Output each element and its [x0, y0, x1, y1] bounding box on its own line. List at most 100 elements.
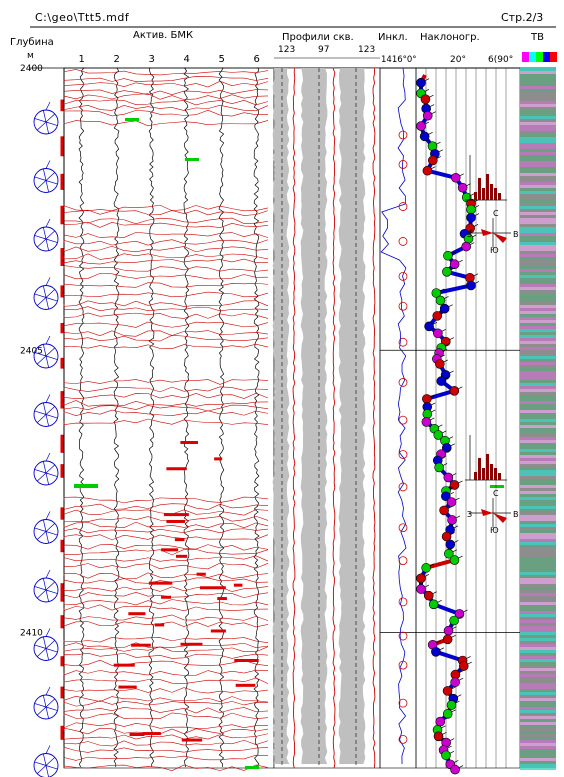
caliper-track: 123 97 123	[272, 45, 381, 769]
televiewer-band	[520, 722, 556, 725]
televiewer-band	[520, 197, 556, 200]
stereonet-spoke	[34, 527, 47, 532]
televiewer-band	[520, 644, 556, 647]
televiewer-band	[520, 320, 556, 323]
stereonet-spoke	[42, 344, 47, 357]
stereonet-spoke	[36, 414, 47, 423]
stereonet-symbol	[33, 277, 59, 310]
televiewer-band	[520, 281, 556, 284]
inclinometry-curve	[380, 67, 407, 765]
televiewer-band	[520, 758, 556, 761]
televiewer-band	[520, 143, 556, 146]
histogram-bar	[478, 458, 481, 480]
televiewer-title: ТВ	[531, 32, 544, 43]
televiewer-band	[520, 656, 556, 659]
dip-point	[446, 497, 457, 507]
stereonet-spoke	[42, 227, 47, 240]
televiewer-band	[520, 452, 556, 455]
stereonet-tick	[45, 101, 51, 111]
televiewer-band	[520, 629, 556, 632]
stereonet-spoke	[42, 168, 47, 181]
stereonet-spoke	[45, 531, 50, 544]
televiewer-band	[520, 701, 556, 704]
televiewer-band	[520, 584, 556, 587]
televiewer-band	[520, 728, 556, 731]
televiewer-band	[520, 269, 556, 272]
resistivity-curve	[183, 67, 190, 768]
televiewer-band	[520, 332, 556, 335]
dip-point	[419, 131, 430, 142]
resistivity-anomaly	[214, 457, 223, 461]
televiewer-band	[520, 743, 556, 746]
resistivity-anomaly	[180, 642, 203, 646]
televiewer-band	[520, 185, 556, 188]
layer-boundary	[63, 273, 269, 280]
stereonet-spoke	[45, 172, 56, 181]
televiewer-band	[520, 275, 556, 278]
resistivity-anomaly	[113, 663, 135, 667]
televiewer-band	[520, 206, 556, 209]
layer-boundary	[63, 379, 269, 385]
layer-boundary	[63, 586, 269, 592]
televiewer-band	[520, 86, 556, 89]
stereonet-spoke	[45, 230, 56, 240]
layer-boundary	[63, 614, 269, 621]
caliper-tick-label: 123	[278, 45, 295, 55]
stereonet-spoke	[34, 176, 47, 181]
televiewer-band	[520, 461, 556, 464]
televiewer-band	[520, 596, 556, 599]
inclinometry-marker	[398, 378, 408, 387]
resistivity-anomaly	[181, 738, 203, 742]
televiewer-band	[520, 353, 556, 356]
stereonet-spoke	[45, 180, 58, 185]
layer-boundary	[63, 335, 269, 342]
layer-boundary	[63, 306, 269, 312]
televiewer-band	[520, 557, 556, 560]
televiewer-band	[520, 284, 556, 287]
stereonet-tick	[45, 394, 51, 403]
resistivity-highlight	[185, 158, 199, 161]
televiewer-band	[520, 71, 556, 74]
caliper-title: Профили скв.	[282, 32, 354, 43]
layer-boundary	[63, 232, 269, 238]
inclinometry-frame	[379, 67, 417, 769]
dip-point	[421, 563, 431, 573]
layer-boundary	[63, 764, 269, 772]
televiewer-band	[520, 485, 556, 488]
resistivity-anomaly	[175, 554, 188, 558]
televiewer-band	[520, 572, 556, 575]
layer-boundary	[63, 592, 269, 599]
televiewer-band	[520, 542, 556, 545]
stereonet-spoke	[45, 414, 58, 419]
televiewer-band	[520, 146, 556, 149]
stereonet-spoke	[45, 648, 58, 653]
depth-tick-label: 2410	[20, 629, 43, 639]
stereonet-spoke	[42, 285, 47, 298]
televiewer-band	[520, 737, 556, 740]
layer-boundary	[63, 733, 269, 740]
televiewer-band	[520, 746, 556, 749]
layer-boundary	[63, 221, 269, 229]
stereonet-spoke	[45, 355, 58, 360]
televiewer-band	[520, 113, 556, 116]
layer-boundary	[63, 515, 269, 522]
televiewer-band	[520, 443, 556, 446]
dip-histograms: С З В Ю С З В Ю	[465, 155, 519, 535]
dip-point	[443, 625, 454, 636]
televiewer-band	[520, 410, 556, 413]
televiewer-band	[520, 344, 556, 347]
stereonet-spoke	[45, 406, 56, 415]
televiewer-band	[520, 131, 556, 134]
televiewer-band	[520, 653, 556, 656]
resistivity-anomaly	[166, 467, 187, 471]
televiewer-band	[520, 161, 556, 164]
stereonet-spoke	[45, 648, 50, 661]
televiewer-band	[520, 323, 556, 326]
stereonet-spoke	[45, 640, 56, 649]
televiewer-band	[520, 677, 556, 680]
televiewer-band	[520, 335, 556, 338]
dipmeter-tick-label: 20°	[450, 55, 466, 65]
stereonet-spoke	[45, 297, 58, 302]
televiewer-scale	[522, 52, 529, 62]
